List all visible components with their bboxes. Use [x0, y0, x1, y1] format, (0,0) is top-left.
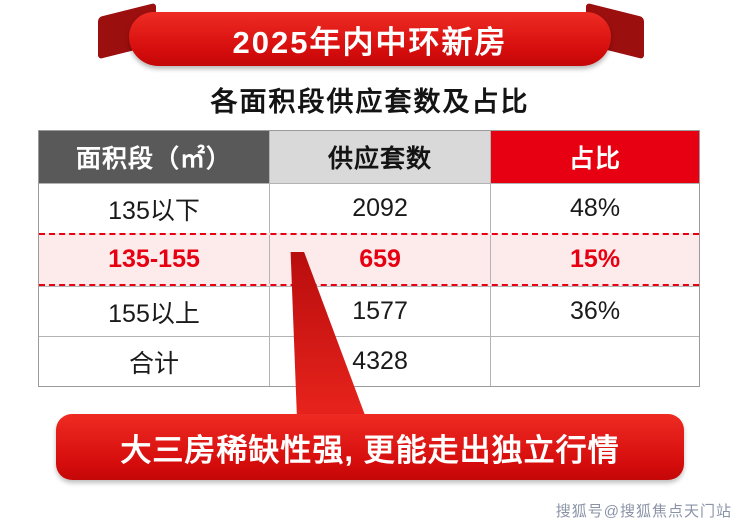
- callout-banner: 大三房稀缺性强, 更能走出独立行情: [56, 414, 684, 480]
- table-row: 135以下 2092 48%: [39, 183, 699, 233]
- cell-supply: 4328: [270, 337, 492, 386]
- cell-area: 155以上: [39, 287, 270, 336]
- cell-supply: 659: [270, 235, 492, 284]
- cell-area: 合计: [39, 337, 270, 386]
- table-row-highlighted: 135-155 659 15%: [39, 233, 699, 286]
- table-row: 155以上 1577 36%: [39, 286, 699, 336]
- watermark: 搜狐号@搜狐焦点天门站: [555, 503, 732, 520]
- table-row-total: 合计 4328: [39, 336, 699, 386]
- cell-area: 135-155: [39, 235, 270, 284]
- cell-supply: 1577: [270, 287, 492, 336]
- main-title: 2025年内中环新房: [232, 24, 508, 60]
- table-header-row: 面积段（㎡） 供应套数 占比: [39, 131, 699, 183]
- header-share-col: 占比: [491, 131, 699, 183]
- subtitle: 各面积段供应套数及占比: [210, 87, 530, 117]
- cell-share: 48%: [570, 194, 621, 222]
- cell-share: 15%: [570, 245, 621, 273]
- cell-area: 135以下: [39, 184, 270, 233]
- cell-share: [491, 337, 699, 386]
- callout-text: 大三房稀缺性强, 更能走出独立行情: [120, 432, 620, 468]
- title-ribbon: 2025年内中环新房: [129, 12, 611, 66]
- cell-share: 36%: [570, 297, 621, 325]
- header-area-col: 面积段（㎡）: [39, 131, 270, 183]
- header-supply-col: 供应套数: [270, 131, 492, 183]
- supply-table: 面积段（㎡） 供应套数 占比 135以下 2092 48% 135-155 65…: [38, 130, 700, 387]
- cell-supply: 2092: [270, 184, 492, 233]
